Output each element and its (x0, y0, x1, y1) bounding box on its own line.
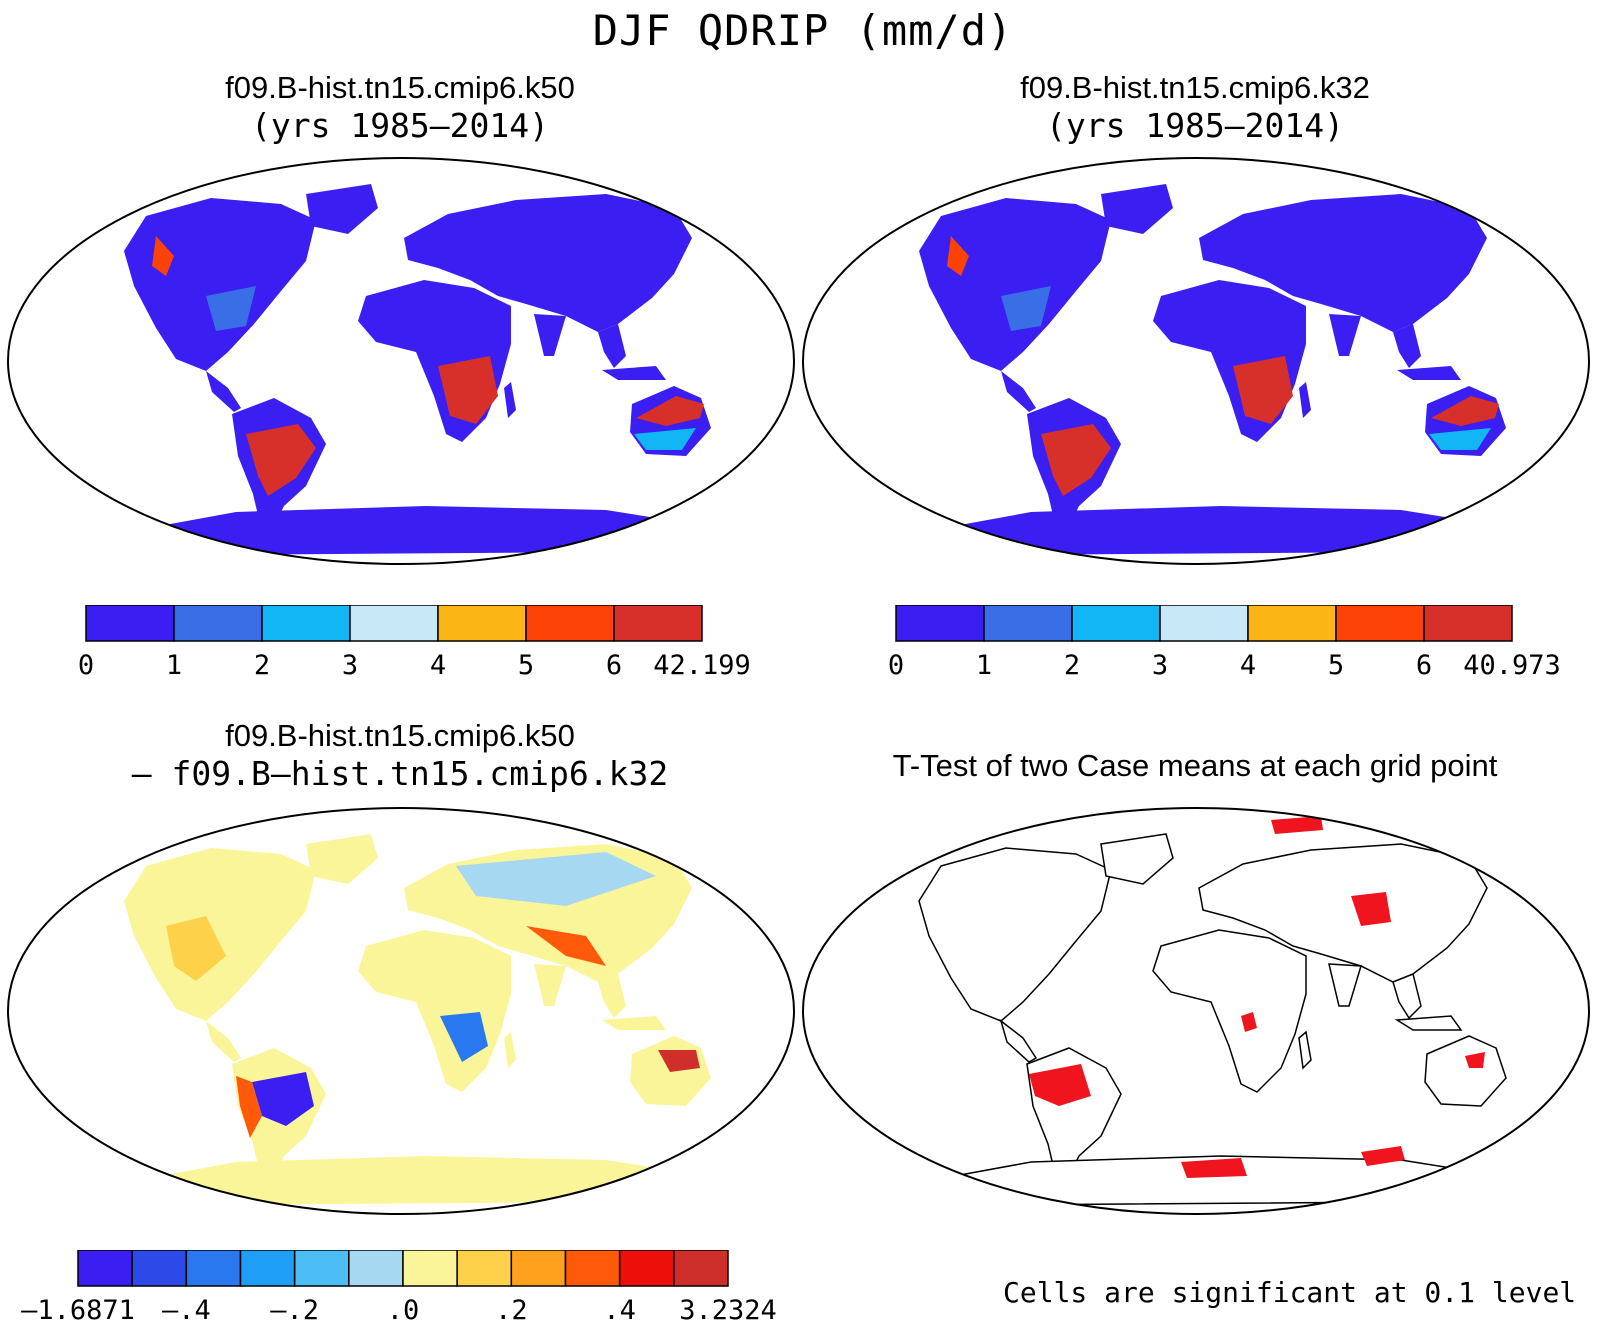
colorbar-tick-label: –.2 (270, 1295, 319, 1326)
colorbar-tick-label: 1 (166, 650, 182, 681)
colorbar-tick-label: 2 (1064, 650, 1080, 681)
colorbar-swatch (525, 605, 615, 642)
colorbar-tick-label: 6 (606, 650, 622, 681)
colorbar-swatch (613, 605, 703, 642)
map-k50 (7, 157, 795, 565)
colorbar-swatch (402, 1250, 458, 1287)
colorbar-swatch (1071, 605, 1161, 642)
colorbar-swatch (85, 605, 175, 642)
colorbar-tick-label: 3.2324 (679, 1295, 777, 1326)
colorbar-tick-label: –.4 (162, 1295, 211, 1326)
colorbar-tick-label: 4 (1240, 650, 1256, 681)
colorbar-tick-label: 1 (976, 650, 992, 681)
significance-note: Cells are significant at 0.1 level (1003, 1276, 1577, 1309)
colorbar-tick-label: 3 (1152, 650, 1168, 681)
colorbar-swatch (131, 1250, 188, 1287)
map-k32 (802, 157, 1590, 565)
colorbar-tick-label: 0 (888, 650, 904, 681)
colorbar-tick-label: 2 (254, 650, 270, 681)
colorbar-swatch (983, 605, 1073, 642)
colorbar-swatch (895, 605, 985, 642)
colorbar-tick-label: 42.199 (653, 650, 751, 681)
colorbar-swatch (185, 1250, 242, 1287)
case-name: f09.B-hist.tn15.cmip6.k32 (1020, 70, 1370, 105)
colorbar-swatch (239, 1250, 296, 1287)
colorbar-swatch (1423, 605, 1513, 642)
colorbar-swatch (564, 1250, 621, 1287)
panel-title-bottom-left: f09.B-hist.tn15.cmip6.k50 – f09.B–hist.t… (0, 718, 800, 793)
panel-title-top-right: f09.B-hist.tn15.cmip6.k32 (yrs 1985–2014… (795, 70, 1595, 145)
colorbar-tick-label: .4 (603, 1295, 636, 1326)
colorbar-swatch (1247, 605, 1337, 642)
colorbar-tick-label: 5 (518, 650, 534, 681)
colorbar-tick-label: –1.6871 (21, 1295, 135, 1326)
colorbar-tick-label: 5 (1328, 650, 1344, 681)
case-name: f09.B-hist.tn15.cmip6.k50 (225, 718, 575, 753)
colorbar-swatch (1159, 605, 1249, 642)
colorbar-swatch (173, 605, 263, 642)
colorbar-swatch (673, 1250, 729, 1287)
colorbar-k32: 0 1 2 3 4 5 6 40.973 (888, 605, 1561, 681)
colorbar-difference: –1.6871 –.4 –.2 .0 .2 .4 3.2324 (21, 1250, 777, 1326)
panel-title-top-left: f09.B-hist.tn15.cmip6.k50 (yrs 1985–2014… (0, 70, 800, 145)
colorbar-swatch (348, 1250, 404, 1287)
minus-case-label: – f09.B–hist.tn15.cmip6.k32 (131, 754, 669, 793)
colorbar-swatch (456, 1250, 513, 1287)
colorbar-swatch (293, 1250, 350, 1287)
years-label: (yrs 1985–2014) (250, 106, 549, 145)
case-name: f09.B-hist.tn15.cmip6.k50 (225, 70, 575, 105)
colorbar-tick-label: 6 (1416, 650, 1432, 681)
colorbar-swatch (618, 1250, 675, 1287)
colorbar-tick-label: 3 (342, 650, 358, 681)
map-difference (7, 807, 795, 1215)
colorbar-swatch (349, 605, 439, 642)
colorbar-tick-label: .0 (387, 1295, 420, 1326)
colorbar-swatch (261, 605, 351, 642)
colorbar-tick-label: 0 (78, 650, 94, 681)
colorbar-swatch (1335, 605, 1425, 642)
colorbar-swatch (437, 605, 527, 642)
colorbar-swatch (510, 1250, 567, 1287)
colorbar-k50: 0 1 2 3 4 5 6 42.199 (78, 605, 751, 681)
colorbar-tick-label: .2 (495, 1295, 528, 1326)
colorbar-tick-label: 40.973 (1463, 650, 1561, 681)
map-ttest (802, 807, 1590, 1215)
years-label: (yrs 1985–2014) (1045, 106, 1344, 145)
ttest-title: T-Test of two Case means at each grid po… (892, 748, 1498, 783)
figure-title: DJF QDRIP (mm/d) (592, 6, 1014, 55)
colorbar-swatch (77, 1250, 133, 1287)
panel-title-bottom-right: T-Test of two Case means at each grid po… (795, 748, 1595, 784)
colorbar-tick-label: 4 (430, 650, 446, 681)
